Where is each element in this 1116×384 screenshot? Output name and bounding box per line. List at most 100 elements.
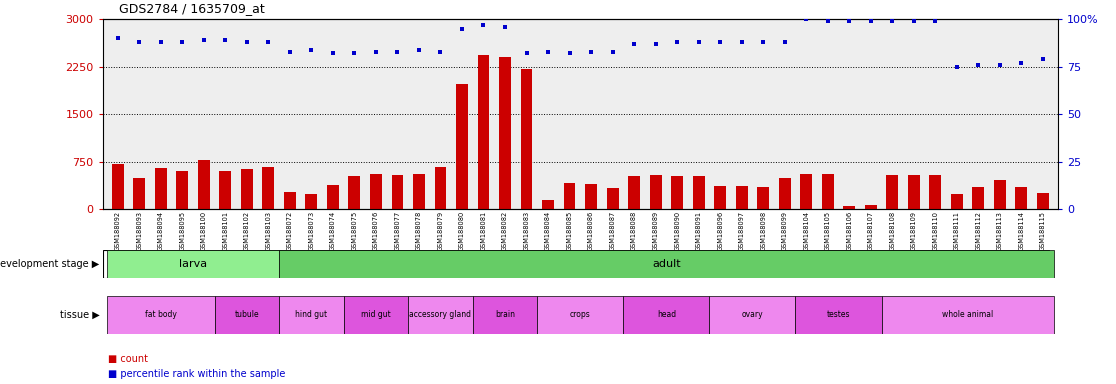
Bar bbox=[214, 296, 279, 334]
Point bbox=[388, 48, 406, 55]
Bar bbox=[1037, 193, 1049, 209]
Bar bbox=[344, 296, 408, 334]
Point bbox=[324, 50, 341, 56]
Bar bbox=[886, 175, 898, 209]
Bar bbox=[607, 188, 618, 209]
Point bbox=[539, 48, 557, 55]
Bar bbox=[650, 175, 662, 209]
Bar bbox=[796, 296, 882, 334]
Bar bbox=[155, 168, 166, 209]
Point bbox=[259, 39, 277, 45]
Text: larva: larva bbox=[179, 259, 208, 269]
Point bbox=[238, 39, 256, 45]
Bar bbox=[800, 174, 812, 209]
Bar bbox=[1016, 187, 1028, 209]
Point bbox=[367, 48, 385, 55]
Point bbox=[819, 18, 837, 24]
Bar bbox=[735, 187, 748, 209]
Bar bbox=[710, 296, 796, 334]
Bar bbox=[882, 296, 1054, 334]
Point bbox=[195, 37, 213, 43]
Bar bbox=[327, 185, 339, 209]
Point bbox=[754, 39, 772, 45]
Text: development stage ▶: development stage ▶ bbox=[0, 259, 99, 269]
Point bbox=[432, 48, 450, 55]
Bar bbox=[198, 160, 210, 209]
Point bbox=[668, 39, 686, 45]
Point bbox=[560, 50, 578, 56]
Bar bbox=[107, 250, 279, 278]
Point bbox=[690, 39, 708, 45]
Text: brain: brain bbox=[496, 310, 514, 319]
Bar bbox=[408, 296, 473, 334]
Bar bbox=[972, 187, 984, 209]
Text: crops: crops bbox=[570, 310, 590, 319]
Point bbox=[776, 39, 793, 45]
Text: mid gut: mid gut bbox=[362, 310, 391, 319]
Point bbox=[302, 46, 320, 53]
Bar bbox=[628, 176, 639, 209]
Bar bbox=[951, 194, 963, 209]
Bar bbox=[220, 170, 231, 209]
Point bbox=[646, 41, 664, 47]
Bar bbox=[520, 69, 532, 209]
Point bbox=[733, 39, 751, 45]
Point bbox=[905, 18, 923, 24]
Bar bbox=[624, 296, 710, 334]
Point bbox=[926, 18, 944, 24]
Bar bbox=[107, 296, 214, 334]
Bar bbox=[499, 56, 511, 209]
Text: whole animal: whole animal bbox=[942, 310, 993, 319]
Bar bbox=[306, 194, 317, 209]
Bar bbox=[908, 175, 920, 209]
Point bbox=[152, 39, 170, 45]
Bar bbox=[930, 175, 941, 209]
Point bbox=[884, 18, 902, 24]
Point bbox=[518, 50, 536, 56]
Point bbox=[970, 62, 988, 68]
Point bbox=[346, 50, 364, 56]
Bar bbox=[844, 206, 855, 209]
Bar bbox=[413, 174, 425, 209]
Text: tubule: tubule bbox=[234, 310, 259, 319]
Bar bbox=[478, 55, 490, 209]
Bar bbox=[564, 183, 576, 209]
Point bbox=[583, 48, 600, 55]
Bar bbox=[279, 296, 344, 334]
Text: tissue ▶: tissue ▶ bbox=[59, 310, 99, 320]
Bar bbox=[994, 180, 1006, 209]
Bar bbox=[537, 296, 624, 334]
Point bbox=[410, 46, 427, 53]
Point bbox=[840, 18, 858, 24]
Point bbox=[991, 62, 1009, 68]
Point bbox=[453, 26, 471, 32]
Bar bbox=[821, 174, 834, 209]
Point bbox=[1035, 56, 1052, 62]
Point bbox=[947, 64, 965, 70]
Point bbox=[862, 18, 879, 24]
Point bbox=[625, 41, 643, 47]
Text: ovary: ovary bbox=[742, 310, 763, 319]
Point bbox=[604, 48, 622, 55]
Point bbox=[281, 48, 299, 55]
Bar bbox=[392, 175, 403, 209]
Bar bbox=[779, 178, 790, 209]
Point bbox=[173, 39, 191, 45]
Bar bbox=[542, 200, 554, 209]
Bar bbox=[348, 176, 360, 209]
Point bbox=[711, 39, 729, 45]
Point bbox=[217, 37, 234, 43]
Text: head: head bbox=[657, 310, 676, 319]
Bar bbox=[176, 171, 189, 209]
Point bbox=[497, 24, 514, 30]
Text: adult: adult bbox=[652, 259, 681, 269]
Bar bbox=[434, 167, 446, 209]
Bar bbox=[758, 187, 769, 209]
Bar bbox=[714, 186, 727, 209]
Point bbox=[131, 39, 148, 45]
Text: ■ count: ■ count bbox=[108, 354, 148, 364]
Bar bbox=[279, 250, 1054, 278]
Point bbox=[474, 22, 492, 28]
Text: fat body: fat body bbox=[145, 310, 176, 319]
Bar bbox=[371, 174, 382, 209]
